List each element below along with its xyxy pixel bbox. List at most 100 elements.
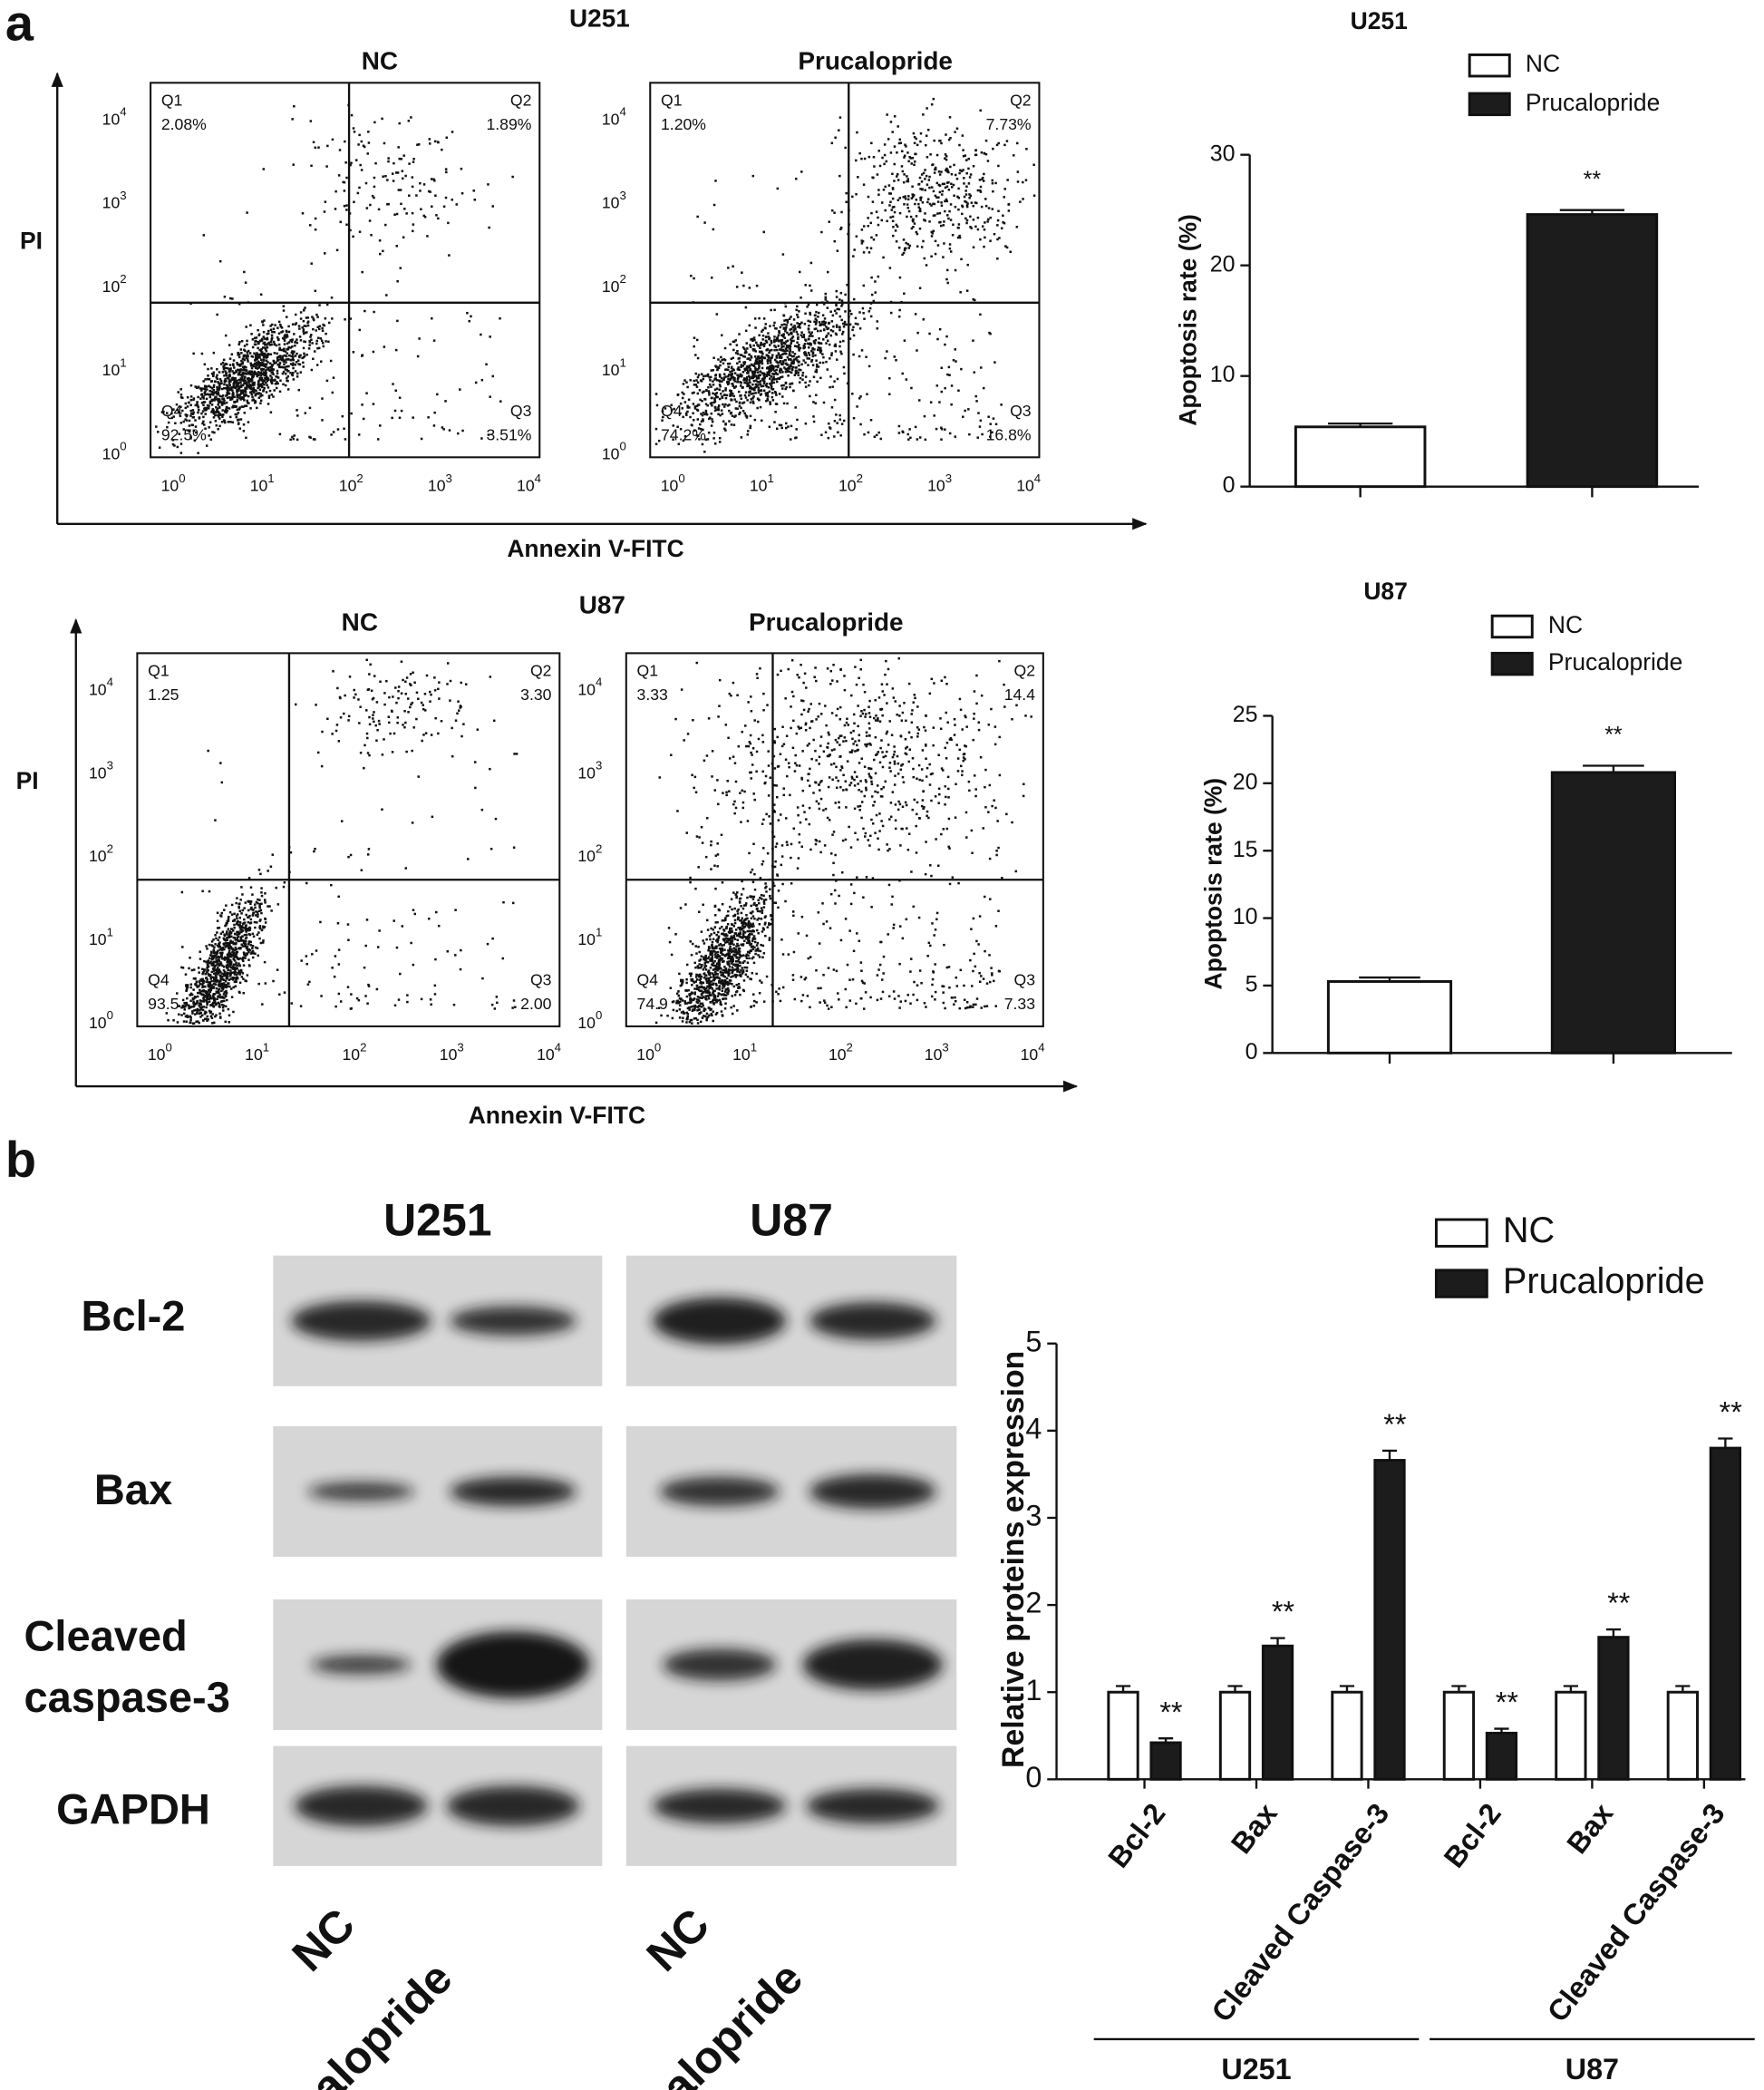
- event-dot: [914, 160, 916, 162]
- event-dot: [236, 918, 237, 919]
- event-dot: [704, 398, 706, 400]
- event-dot: [789, 386, 790, 388]
- event-dot: [226, 992, 228, 994]
- event-dot: [984, 221, 985, 223]
- event-dot: [983, 173, 984, 175]
- event-dot: [502, 901, 504, 903]
- event-dot: [263, 335, 265, 337]
- event-dot: [222, 371, 224, 373]
- event-dot: [249, 380, 251, 382]
- quadrant-percent: 74.2%: [661, 425, 706, 443]
- event-dot: [963, 177, 964, 179]
- event-dot: [305, 955, 307, 957]
- event-dot: [808, 384, 809, 386]
- event-dot: [254, 907, 256, 909]
- event-dot: [407, 697, 409, 699]
- event-dot: [888, 393, 890, 394]
- event-dot: [288, 331, 290, 333]
- event-dot: [321, 340, 323, 342]
- event-dot: [919, 177, 921, 179]
- event-dot: [334, 1006, 336, 1007]
- event-dot: [964, 218, 966, 219]
- event-dot: [822, 314, 824, 316]
- event-dot: [732, 1013, 733, 1015]
- event-dot: [209, 396, 211, 398]
- event-dot: [738, 413, 740, 415]
- event-dot: [238, 407, 240, 409]
- event-dot: [189, 1019, 191, 1021]
- event-dot: [406, 676, 408, 678]
- event-dot: [255, 390, 257, 392]
- event-dot: [355, 159, 357, 160]
- event-dot: [981, 206, 983, 208]
- event-dot: [245, 281, 247, 283]
- event-dot: [245, 940, 247, 942]
- event-dot: [220, 414, 222, 416]
- event-dot: [966, 264, 968, 266]
- event-dot: [410, 673, 412, 675]
- event-dot: [238, 397, 240, 399]
- event-dot: [987, 219, 989, 220]
- event-dot: [974, 371, 975, 373]
- event-dot: [843, 366, 845, 368]
- event-dot: [899, 277, 901, 278]
- event-dot: [769, 391, 771, 393]
- event-dot: [379, 681, 381, 683]
- event-dot: [311, 316, 313, 317]
- event-dot: [831, 385, 833, 387]
- event-dot: [181, 891, 183, 893]
- event-dot: [407, 711, 409, 713]
- event-dot: [238, 341, 240, 343]
- event-dot: [424, 709, 426, 711]
- event-dot: [297, 359, 299, 361]
- tick-exponent: 0: [120, 439, 126, 452]
- event-dot: [694, 407, 696, 409]
- event-dot: [377, 438, 379, 440]
- event-dot: [923, 318, 925, 320]
- event-dot: [252, 914, 254, 916]
- event-dot: [417, 355, 419, 357]
- event-dot: [428, 190, 430, 192]
- event-dot: [747, 372, 749, 374]
- event-dot: [245, 404, 247, 406]
- event-dot: [270, 381, 272, 383]
- event-dot: [789, 383, 790, 384]
- event-dot: [722, 403, 723, 405]
- event-dot: [393, 162, 394, 164]
- event-dot: [937, 244, 939, 246]
- event-dot: [772, 365, 774, 367]
- event-dot: [879, 165, 881, 167]
- event-dot: [302, 362, 304, 364]
- event-dot: [219, 260, 221, 262]
- event-dot: [1003, 144, 1005, 146]
- event-dot: [1025, 148, 1027, 150]
- event-dot: [372, 714, 373, 715]
- event-dot: [249, 928, 251, 929]
- event-dot: [730, 374, 732, 375]
- event-dot: [981, 433, 983, 435]
- event-dot: [215, 961, 217, 963]
- event-dot: [934, 171, 935, 173]
- event-dot: [395, 702, 397, 704]
- event-dot: [199, 991, 200, 993]
- tick-label: 104: [602, 104, 626, 128]
- event-dot: [199, 978, 201, 980]
- event-dot: [249, 922, 251, 924]
- event-dot: [474, 787, 476, 789]
- event-dot: [228, 949, 230, 951]
- event-dot: [212, 399, 214, 401]
- event-dot: [804, 313, 806, 315]
- event-dot: [827, 271, 829, 273]
- event-dot: [728, 420, 730, 422]
- event-dot: [921, 180, 923, 182]
- event-dot: [330, 360, 332, 362]
- event-dot: [800, 322, 802, 324]
- event-dot: [199, 416, 200, 418]
- event-dot: [213, 352, 215, 354]
- event-dot: [758, 389, 760, 391]
- event-dot: [305, 412, 306, 413]
- event-dot: [216, 992, 218, 994]
- event-dot: [771, 396, 773, 398]
- event-dot: [286, 316, 287, 317]
- event-dot: [866, 393, 867, 394]
